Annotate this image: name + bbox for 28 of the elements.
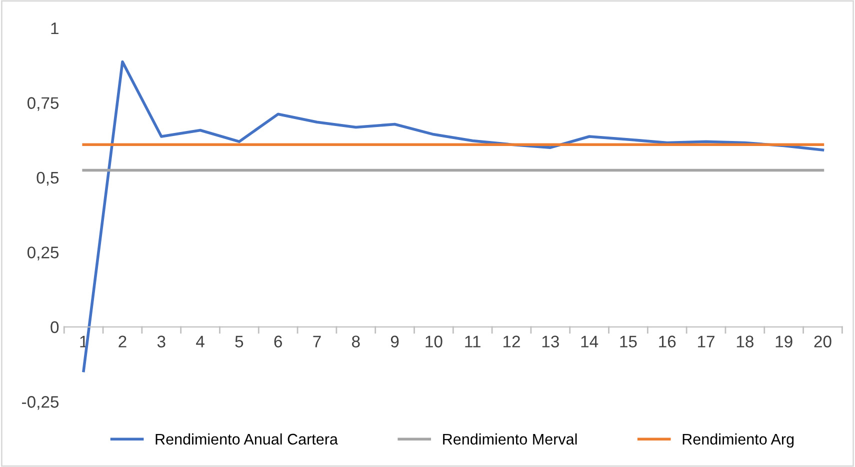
x-tick-label: 7 bbox=[313, 336, 321, 348]
x-tick-label: 9 bbox=[390, 336, 399, 348]
x-tick-label: 13 bbox=[542, 336, 559, 348]
x-tick-label: 5 bbox=[235, 336, 244, 348]
x-tick-label: 12 bbox=[504, 336, 520, 348]
x-tick-label: 8 bbox=[352, 336, 360, 348]
y-tick-label: 0,75 bbox=[27, 97, 59, 111]
y-tick-label: 0 bbox=[50, 321, 59, 334]
legend-label: Rendimiento Merval bbox=[443, 433, 577, 445]
x-tick-label: 18 bbox=[736, 336, 754, 348]
x-tick-label: 2 bbox=[118, 336, 126, 348]
legend-label: Rendimiento Arg bbox=[682, 433, 794, 448]
x-tick-label: 20 bbox=[814, 336, 832, 348]
x-tick-label: 3 bbox=[157, 336, 166, 348]
y-tick-label: 0,25 bbox=[27, 246, 59, 260]
x-tick-label: 17 bbox=[698, 336, 714, 348]
x-tick-label: 4 bbox=[196, 336, 204, 348]
y-tick-label: 1 bbox=[51, 22, 58, 34]
x-tick-label: 6 bbox=[274, 336, 282, 348]
legend-label: Rendimiento Anual Cartera bbox=[156, 433, 338, 445]
y-tick-label: 0,5 bbox=[36, 172, 59, 186]
x-tick-label: 19 bbox=[776, 336, 792, 348]
x-tick-label: 15 bbox=[620, 336, 637, 348]
x-tick-label: 11 bbox=[465, 336, 480, 348]
x-tick-label: 10 bbox=[426, 336, 442, 348]
x-tick-label: 14 bbox=[581, 336, 598, 348]
y-tick-label: -0,25 bbox=[22, 396, 59, 410]
x-tick-label: 16 bbox=[659, 336, 676, 348]
